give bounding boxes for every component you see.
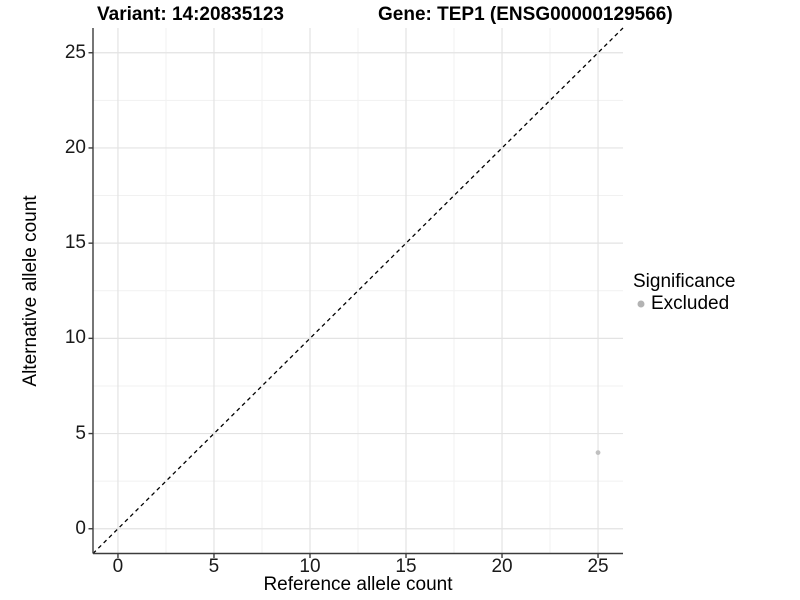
x-axis-label: Reference allele count xyxy=(263,574,453,595)
y-tick-label: 20 xyxy=(64,136,86,158)
y-axis-label: Alternative allele count xyxy=(20,195,41,387)
y-tick-label: 25 xyxy=(64,41,86,63)
y-tick-label: 15 xyxy=(64,232,86,254)
legend-item-excluded: Excluded xyxy=(633,293,735,315)
legend-point-icon xyxy=(637,300,645,308)
plot-title-gene: Gene: TEP1 (ENSG00000129566) xyxy=(378,4,673,25)
y-tick-label: 10 xyxy=(64,327,86,349)
x-tick-label: 20 xyxy=(491,556,513,577)
legend-item-label: Excluded xyxy=(651,293,730,314)
x-tick-label: 15 xyxy=(395,556,417,577)
y-tick-label: 0 xyxy=(75,517,86,539)
x-tick-label: 10 xyxy=(299,556,321,577)
legend: Significance Excluded xyxy=(633,271,735,315)
x-tick-label: 0 xyxy=(112,556,124,577)
data-point xyxy=(595,450,601,455)
legend-key xyxy=(634,297,648,311)
y-tick-label: 5 xyxy=(75,422,86,444)
x-tick-label: 25 xyxy=(587,556,609,577)
legend-title: Significance xyxy=(633,271,736,292)
plot-title-variant: Variant: 14:20835123 xyxy=(97,4,284,25)
x-tick-label: 5 xyxy=(208,556,220,577)
